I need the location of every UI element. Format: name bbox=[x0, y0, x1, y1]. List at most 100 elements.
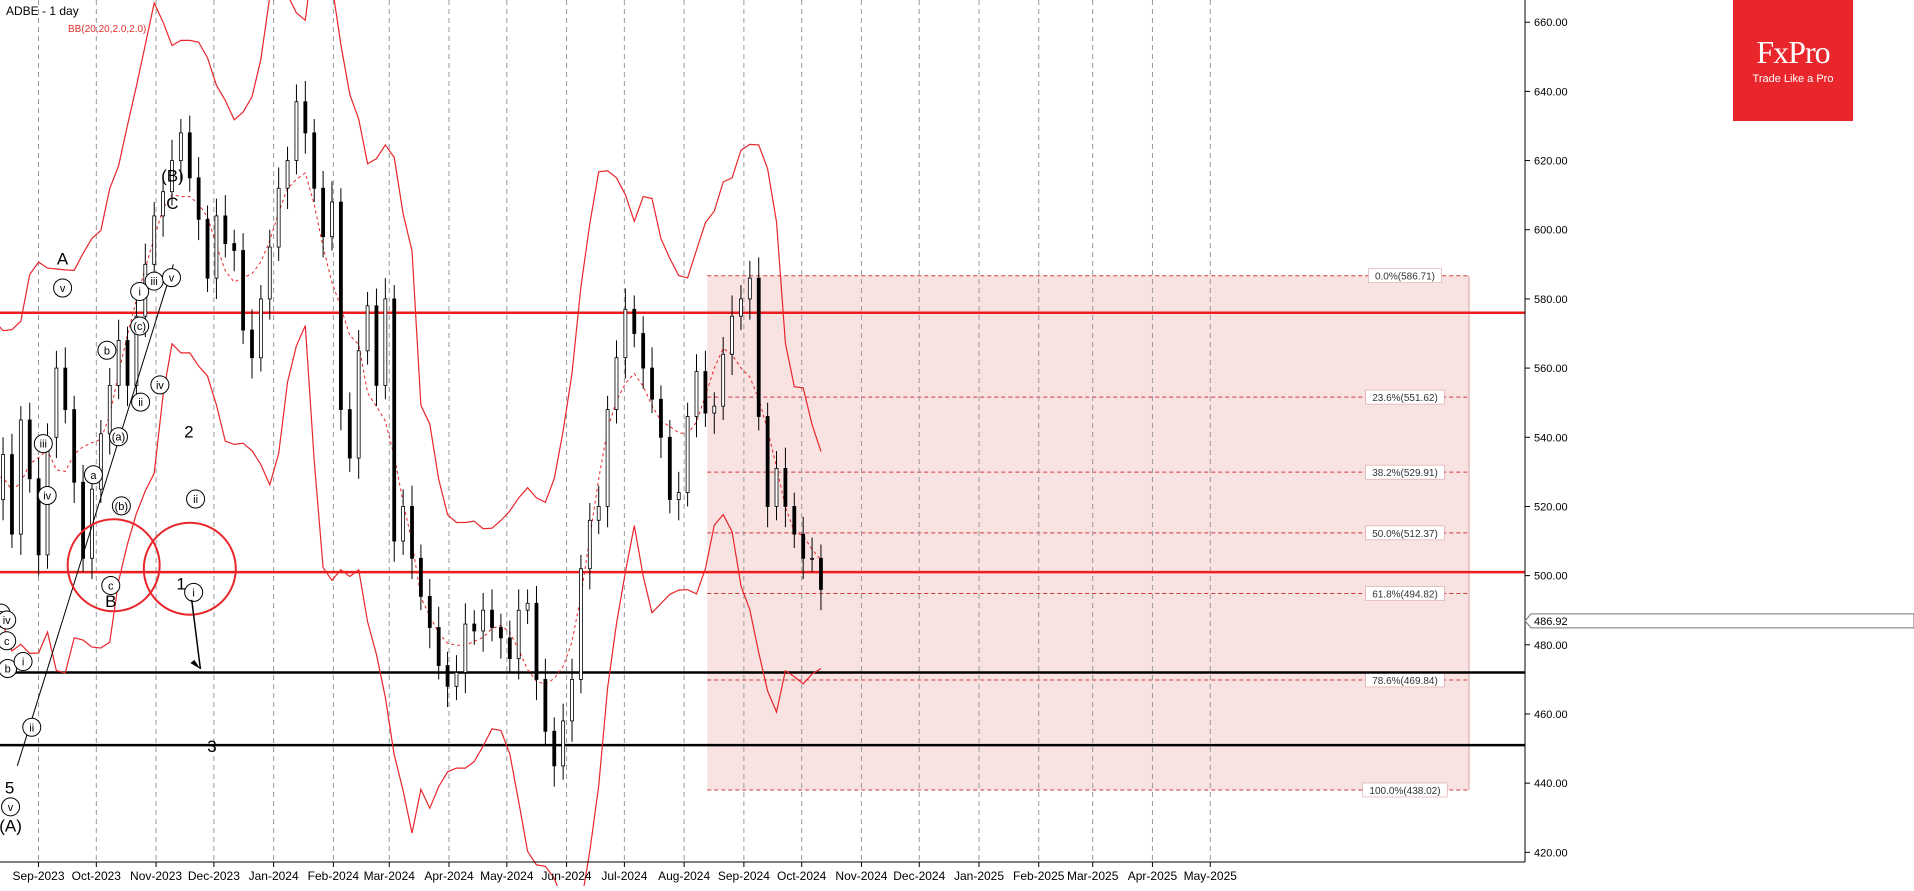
fib-label-bg bbox=[1365, 389, 1445, 405]
circled-wave-label: v bbox=[60, 283, 66, 295]
price-candle bbox=[623, 308, 628, 359]
x-tick-label: Dec-2023 bbox=[188, 869, 240, 883]
circled-wave-label: iv bbox=[43, 491, 51, 503]
price-candle bbox=[765, 416, 770, 507]
price-candle bbox=[472, 623, 477, 632]
price-candle bbox=[543, 678, 548, 732]
y-tick-label: 620.00 bbox=[1534, 156, 1568, 168]
price-candle bbox=[54, 367, 59, 438]
price-candle bbox=[276, 187, 281, 248]
price-candle bbox=[321, 187, 326, 238]
price-candle bbox=[730, 315, 734, 355]
price-candle bbox=[801, 533, 806, 559]
price-candle bbox=[659, 398, 663, 438]
price-candle bbox=[205, 218, 210, 279]
wave-label: B bbox=[105, 592, 116, 611]
price-candle bbox=[499, 627, 503, 639]
y-tick-label: 540.00 bbox=[1534, 432, 1568, 444]
price-candle bbox=[490, 609, 494, 628]
price-candle bbox=[187, 132, 192, 179]
bollinger-upper-band bbox=[0, 0, 822, 530]
x-tick-label: Apr-2025 bbox=[1128, 869, 1178, 883]
circled-wave-label: b bbox=[5, 663, 11, 675]
x-tick-label: Aug-2024 bbox=[658, 869, 710, 883]
price-candle bbox=[116, 340, 121, 386]
logo-text: FxPro bbox=[1756, 34, 1830, 70]
circled-wave-marker bbox=[131, 392, 151, 412]
price-candle bbox=[712, 405, 717, 414]
circled-wave-label: ii bbox=[138, 397, 143, 409]
circled-wave-marker bbox=[33, 434, 53, 454]
price-candle bbox=[285, 160, 290, 189]
y-tick-label: 440.00 bbox=[1534, 778, 1568, 790]
y-tick-label: 460.00 bbox=[1534, 709, 1568, 721]
x-tick-label: Jun-2024 bbox=[542, 869, 592, 883]
x-tick-label: Apr-2024 bbox=[424, 869, 474, 883]
bollinger-middle-band bbox=[0, 172, 822, 685]
price-candle bbox=[561, 720, 566, 767]
circled-wave-label: c bbox=[108, 580, 114, 592]
circled-wave-marker bbox=[130, 316, 150, 336]
trend-line bbox=[16, 264, 174, 767]
price-candle bbox=[356, 350, 361, 459]
circled-wave-marker bbox=[0, 610, 17, 630]
price-candle bbox=[410, 506, 414, 559]
y-tick-label: 480.00 bbox=[1534, 640, 1568, 652]
circled-wave-marker bbox=[53, 278, 73, 298]
price-candle bbox=[401, 506, 406, 542]
x-tick-label: Feb-2025 bbox=[1013, 869, 1065, 883]
price-candle bbox=[419, 557, 423, 597]
price-candle bbox=[258, 298, 263, 359]
circled-wave-label: iii bbox=[150, 276, 157, 288]
circled-wave-label: iii bbox=[40, 439, 47, 451]
x-tick-label: Sep-2023 bbox=[12, 869, 64, 883]
circled-wave-marker bbox=[37, 486, 57, 506]
price-candle bbox=[303, 101, 308, 134]
x-tick-label: Jul-2024 bbox=[601, 869, 647, 883]
circled-wave-marker bbox=[97, 340, 117, 360]
price-candle bbox=[63, 367, 68, 410]
fib-label-bg bbox=[1365, 586, 1445, 601]
wave-label: A bbox=[57, 249, 69, 268]
price-candle bbox=[1, 454, 5, 500]
x-tick-label: Oct-2023 bbox=[72, 869, 122, 883]
price-candle bbox=[125, 340, 130, 386]
price-candle bbox=[685, 416, 690, 494]
wave-label: 2 bbox=[184, 422, 193, 441]
circled-wave-label: a bbox=[90, 470, 97, 482]
circled-wave-marker bbox=[161, 268, 181, 288]
wave-label: 5 bbox=[5, 779, 14, 798]
circled-wave-label: i bbox=[138, 286, 140, 298]
x-tick-label: Feb-2024 bbox=[308, 869, 360, 883]
price-candle bbox=[338, 201, 343, 411]
price-candle bbox=[454, 672, 459, 687]
wave-label: (A) bbox=[0, 817, 22, 836]
price-candle bbox=[178, 132, 183, 161]
projection-arrowhead bbox=[190, 660, 201, 670]
price-candle bbox=[525, 602, 530, 611]
price-candle bbox=[392, 298, 397, 542]
price-candle bbox=[570, 678, 574, 722]
price-candle bbox=[632, 308, 637, 334]
circled-wave-marker bbox=[13, 652, 33, 672]
fib-label-bg bbox=[1368, 268, 1442, 284]
price-candle bbox=[605, 409, 610, 507]
circled-wave-label: c bbox=[4, 636, 10, 648]
logo-tagline: Trade Like a Pro bbox=[1752, 73, 1834, 85]
price-candle bbox=[579, 568, 583, 680]
x-tick-label: Nov-2023 bbox=[130, 869, 182, 883]
x-tick-label: Jan-2024 bbox=[249, 869, 299, 883]
y-tick-label: 520.00 bbox=[1534, 501, 1568, 513]
price-candle bbox=[383, 298, 388, 386]
price-candle bbox=[36, 478, 41, 556]
last-price-label: 486.92 bbox=[1534, 616, 1568, 628]
price-candle bbox=[18, 419, 23, 535]
fib-label: 38.2%(529.91) bbox=[1372, 468, 1438, 479]
circled-wave-marker bbox=[130, 281, 150, 301]
price-candle bbox=[267, 246, 272, 300]
x-tick-label: Mar-2025 bbox=[1067, 869, 1119, 883]
circled-wave-label: iv bbox=[3, 615, 11, 627]
fib-label: 61.8%(494.82) bbox=[1372, 590, 1438, 601]
last-price-marker bbox=[1524, 613, 1914, 629]
